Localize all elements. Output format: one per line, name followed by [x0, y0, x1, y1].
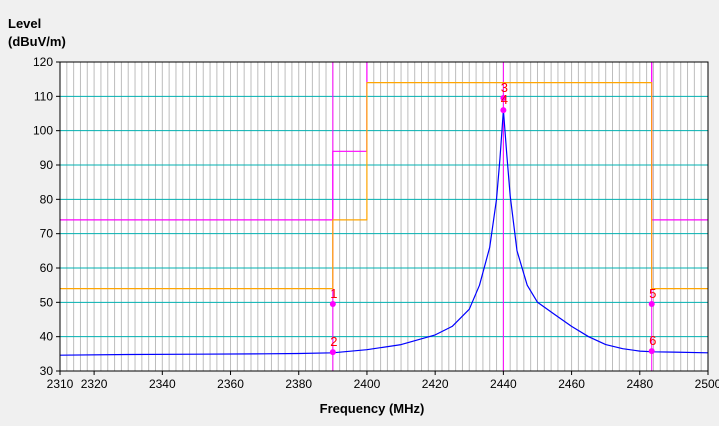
marker-label-1: 1	[330, 286, 337, 301]
marker-point-1	[329, 301, 336, 308]
marker-point-3	[500, 95, 507, 102]
x-tick-label: 2400	[354, 377, 381, 391]
marker-label-3: 3	[501, 80, 508, 95]
marker-label-5: 5	[649, 286, 656, 301]
marker-label-6: 6	[649, 333, 656, 348]
x-tick-label: 2460	[558, 377, 585, 391]
marker-label-4: 4	[501, 92, 508, 107]
y-tick-label: 120	[33, 55, 53, 69]
y-tick-label: 70	[40, 227, 54, 241]
y-tick-label: 80	[40, 192, 54, 206]
y-tick-label: 30	[40, 364, 54, 378]
marker-point-2	[329, 349, 336, 356]
marker-point-5	[648, 301, 655, 308]
plot-content: 1 2 34 5 6	[60, 62, 708, 371]
marker-label-2: 2	[330, 334, 337, 349]
plot-background	[60, 62, 708, 371]
x-tick-label: 2440	[490, 377, 517, 391]
x-tick-label: 2500	[695, 377, 719, 391]
x-tick-label: 2480	[626, 377, 653, 391]
y-tick-label: 60	[40, 261, 54, 275]
y-axis-label-line-2: (dBuV/m)	[8, 34, 66, 49]
x-tick-label: 2360	[217, 377, 244, 391]
x-tick-label: 2320	[81, 377, 108, 391]
y-tick-label: 100	[33, 124, 53, 138]
x-tick-label: 2380	[285, 377, 312, 391]
y-axis-label-line-1: Level	[8, 16, 41, 31]
average-limit-line	[60, 81, 708, 290]
x-tick-label: 2310	[47, 377, 74, 391]
y-tick-label: 90	[40, 158, 54, 172]
marker-point-4	[500, 107, 507, 114]
x-axis-label: Frequency (MHz)	[320, 401, 425, 416]
y-tick-label: 40	[40, 330, 54, 344]
measured-trace-line	[60, 109, 708, 356]
plot-border	[59, 61, 709, 372]
marker-point-6	[648, 348, 655, 355]
y-tick-label: 110	[34, 89, 53, 103]
x-tick-label: 2340	[149, 377, 176, 391]
y-tick-label: 50	[40, 295, 54, 309]
plot-area: 1 2 34 5 6 30 40 50 60 70 80 90 100 110 120 2310 2320 234…	[33, 55, 719, 391]
x-tick-label: 2420	[422, 377, 449, 391]
